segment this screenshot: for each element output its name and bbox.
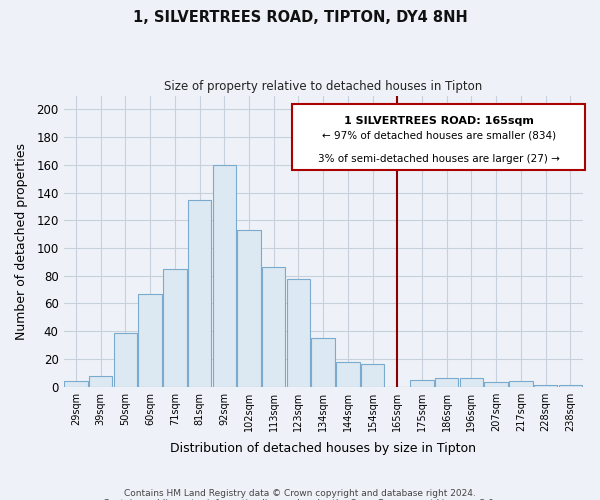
Bar bbox=[139, 294, 162, 386]
Bar bbox=[336, 362, 359, 386]
Bar bbox=[64, 381, 88, 386]
FancyBboxPatch shape bbox=[292, 104, 585, 170]
Bar bbox=[287, 278, 310, 386]
Bar bbox=[163, 269, 187, 386]
Text: 1, SILVERTREES ROAD, TIPTON, DY4 8NH: 1, SILVERTREES ROAD, TIPTON, DY4 8NH bbox=[133, 10, 467, 25]
Bar bbox=[410, 380, 434, 386]
Text: 3% of semi-detached houses are larger (27) →: 3% of semi-detached houses are larger (2… bbox=[317, 154, 560, 164]
Bar bbox=[188, 200, 211, 386]
Bar bbox=[509, 381, 533, 386]
Bar bbox=[361, 364, 385, 386]
Bar bbox=[484, 382, 508, 386]
Bar bbox=[212, 165, 236, 386]
Bar bbox=[435, 378, 458, 386]
Text: ← 97% of detached houses are smaller (834): ← 97% of detached houses are smaller (83… bbox=[322, 130, 556, 140]
Title: Size of property relative to detached houses in Tipton: Size of property relative to detached ho… bbox=[164, 80, 482, 93]
Y-axis label: Number of detached properties: Number of detached properties bbox=[15, 142, 28, 340]
Bar bbox=[237, 230, 261, 386]
X-axis label: Distribution of detached houses by size in Tipton: Distribution of detached houses by size … bbox=[170, 442, 476, 455]
Bar bbox=[89, 376, 112, 386]
Bar bbox=[113, 332, 137, 386]
Bar bbox=[460, 378, 483, 386]
Bar bbox=[311, 338, 335, 386]
Text: 1 SILVERTREES ROAD: 165sqm: 1 SILVERTREES ROAD: 165sqm bbox=[344, 116, 533, 126]
Text: Contains HM Land Registry data © Crown copyright and database right 2024.: Contains HM Land Registry data © Crown c… bbox=[124, 488, 476, 498]
Text: Contains public sector information licensed under the Open Government Licence v3: Contains public sector information licen… bbox=[103, 498, 497, 500]
Bar bbox=[262, 268, 286, 386]
